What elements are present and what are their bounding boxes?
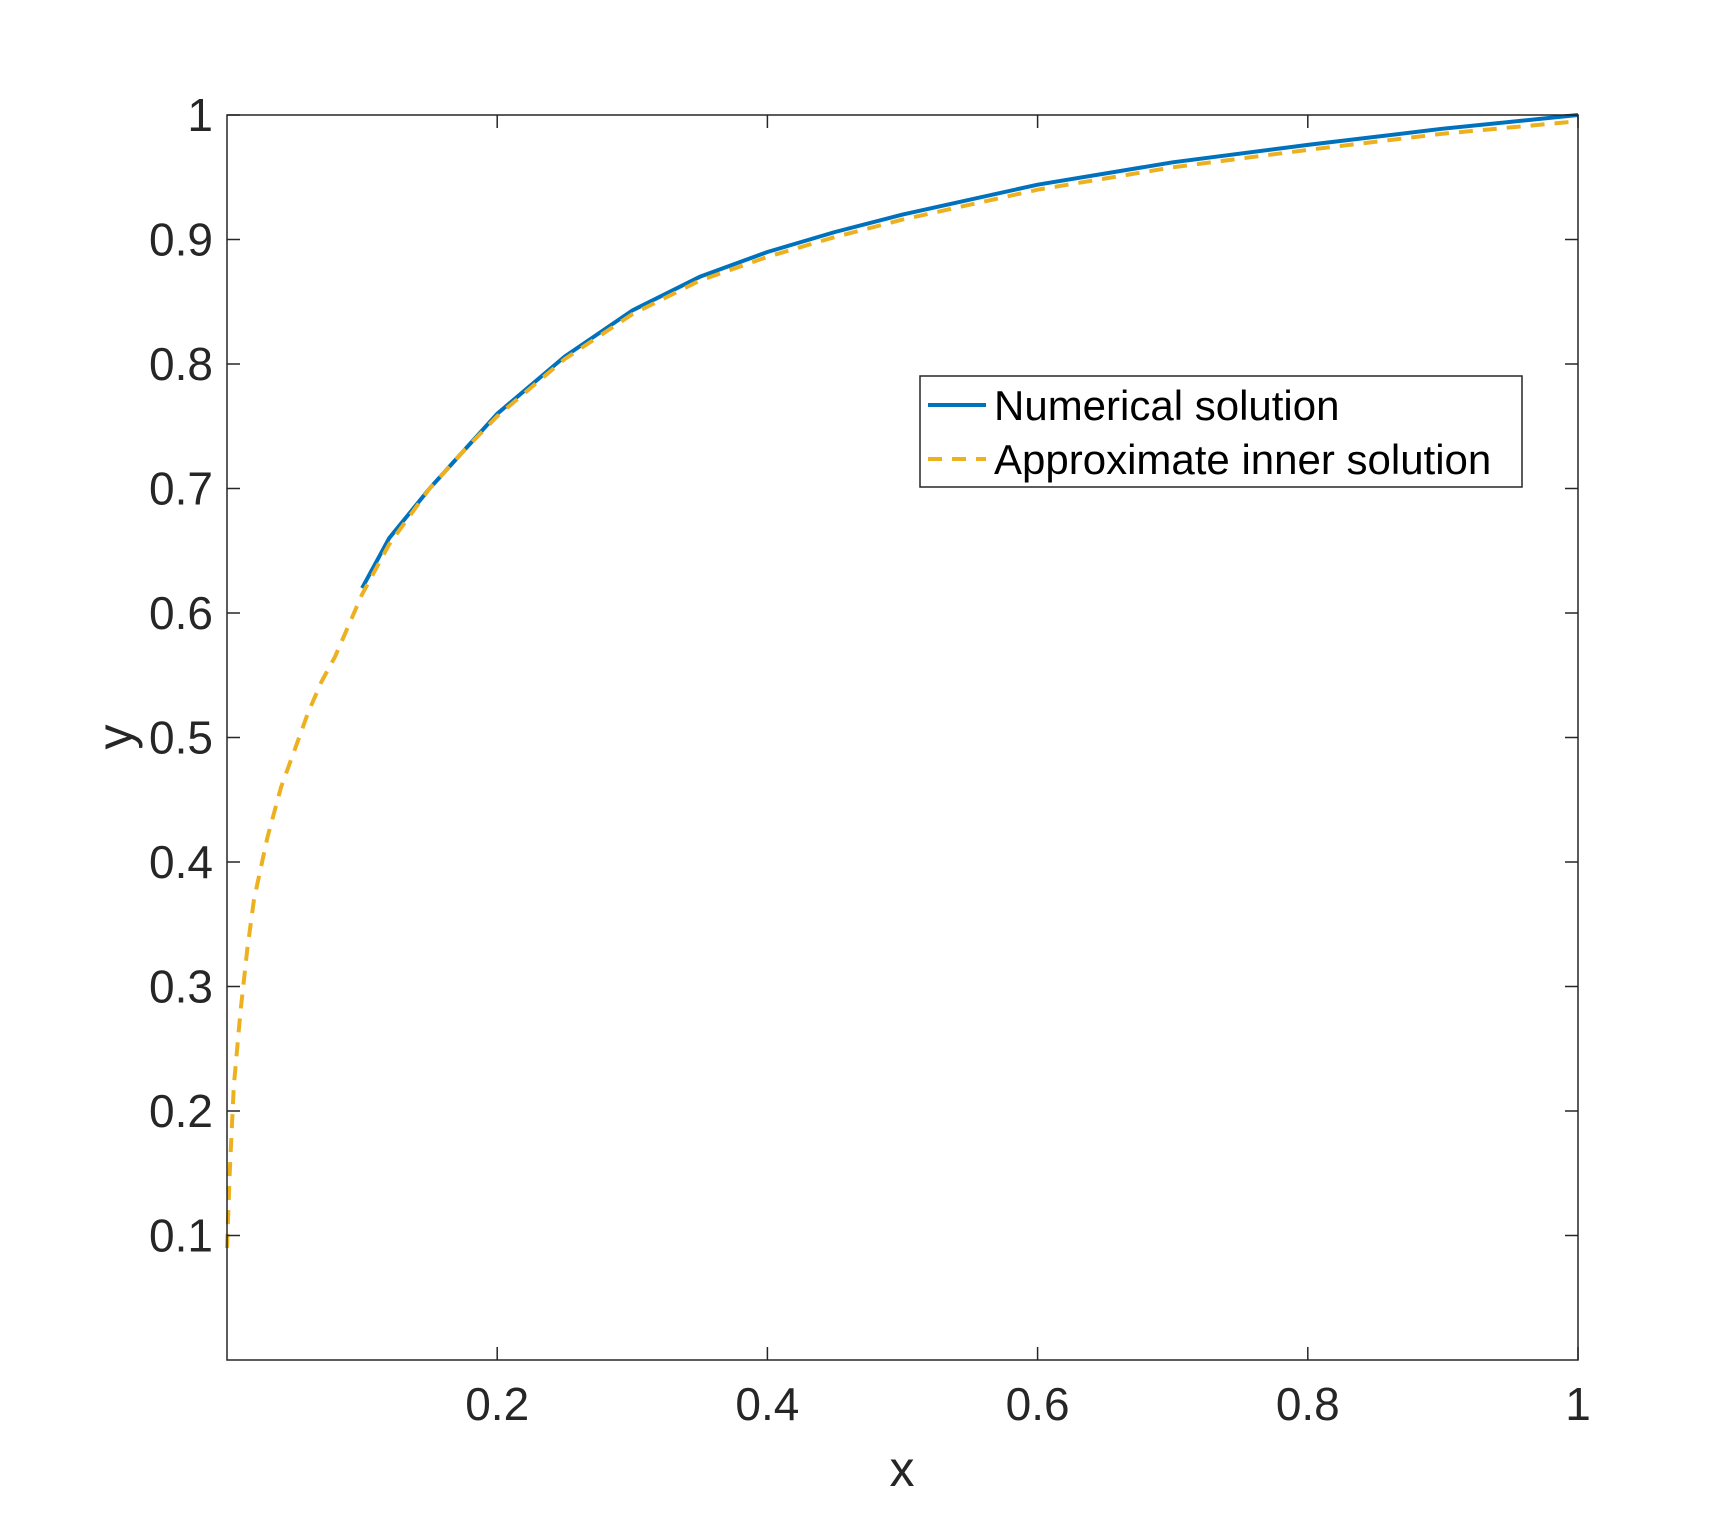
tick-layer: 0.2 0.4 0.6 0.8 1 0.1 0.2 0.3 0.4 0.5 0.6 0.7 0.8 0.9… (149, 89, 1591, 1430)
x-axis-label: x (890, 1441, 915, 1497)
x-tick-label: 0.8 (1276, 1378, 1340, 1430)
y-tick-label: 0.7 (149, 463, 213, 515)
y-tick-label: 0.5 (149, 712, 213, 764)
legend: Numerical solution Approximate inner sol… (919, 375, 1523, 488)
x-tick-label: 0.6 (1006, 1378, 1070, 1430)
y-axis-label: y (87, 725, 143, 750)
legend-label-numerical: Numerical solution (994, 382, 1339, 429)
y-tick-label: 0.4 (149, 836, 213, 888)
x-tick-label: 1 (1565, 1378, 1591, 1430)
x-tick-label: 0.2 (465, 1378, 529, 1430)
y-tick-label: 0.8 (149, 338, 213, 390)
y-tick-label: 0.9 (149, 214, 213, 266)
plot-area (227, 115, 1578, 1360)
legend-label-approximate: Approximate inner solution (994, 436, 1491, 483)
legend-box (919, 375, 1523, 488)
x-tick-label: 0.4 (735, 1378, 799, 1430)
series-layer (225, 113, 1579, 1249)
y-tick-label: 1 (187, 89, 213, 141)
y-tick-label: 0.2 (149, 1085, 213, 1137)
y-tick-label: 0.6 (149, 587, 213, 639)
series-line-1 (225, 119, 1579, 1249)
y-tick-label: 0.1 (149, 1210, 213, 1262)
axes-box (226, 114, 1579, 1361)
y-tick-label: 0.3 (149, 961, 213, 1013)
